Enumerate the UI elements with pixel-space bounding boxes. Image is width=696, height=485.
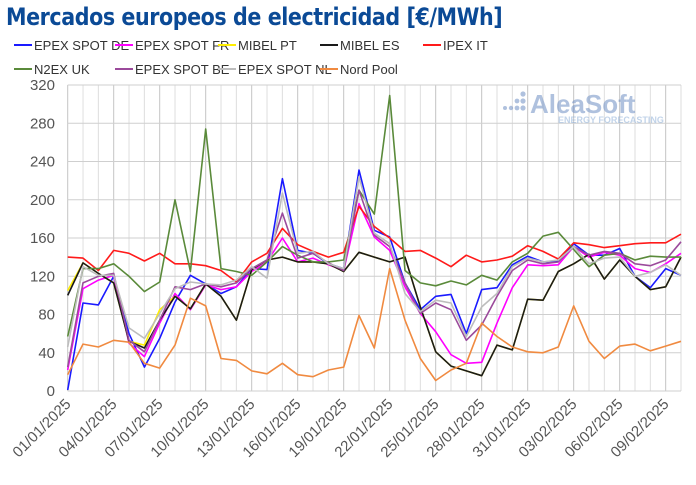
legend-label: MIBEL PT: [238, 38, 297, 53]
legend-label: IPEX IT: [443, 38, 488, 53]
aleasoft-logo: AleaSoft ENERGY FORECASTING: [503, 89, 664, 125]
chart-title: Mercados europeos de electricidad [€/MWh…: [6, 3, 503, 31]
series-line-ipex-it: [67, 205, 682, 283]
legend-label: EPEX SPOT DE: [34, 38, 129, 53]
legend-label: MIBEL ES: [340, 38, 400, 53]
series-line-epex-spot-nl: [66, 176, 682, 348]
x-axis-ticks: 01/01/202504/01/202507/01/202510/01/2025…: [9, 396, 672, 461]
series-lines: [66, 94, 682, 391]
legend-label: EPEX SPOT NL: [238, 62, 332, 77]
logo-tagline-text: ENERGY FORECASTING: [558, 115, 664, 125]
y-tick-label: 200: [30, 192, 55, 209]
legend-label: N2EX UK: [34, 62, 90, 77]
legend-label: EPEX SPOT BE: [135, 62, 230, 77]
legend: EPEX SPOT DE EPEX SPOT FR MIBEL PT MIBEL ES…: [14, 38, 488, 77]
series-line-n2ex-uk: [66, 94, 681, 337]
y-tick-label: 240: [30, 154, 55, 171]
series-line-nord-pool: [66, 267, 682, 382]
legend-label: EPEX SPOT FR: [135, 38, 229, 53]
y-tick-label: 320: [30, 77, 55, 94]
logo-brand-text: AleaSoft: [530, 89, 636, 119]
series-line-mibel-es: [66, 251, 682, 377]
y-tick-label: 280: [30, 115, 55, 132]
legend-label: Nord Pool: [340, 62, 398, 77]
logo-dots-icon: [503, 91, 526, 111]
y-axis-ticks: 0 40 80 120 160 200 240 280 320: [30, 77, 55, 400]
y-tick-label: 0: [47, 383, 55, 400]
y-tick-label: 80: [38, 307, 55, 324]
y-tick-label: 120: [30, 268, 55, 285]
y-tick-label: 160: [30, 230, 55, 247]
y-tick-label: 40: [38, 345, 55, 362]
